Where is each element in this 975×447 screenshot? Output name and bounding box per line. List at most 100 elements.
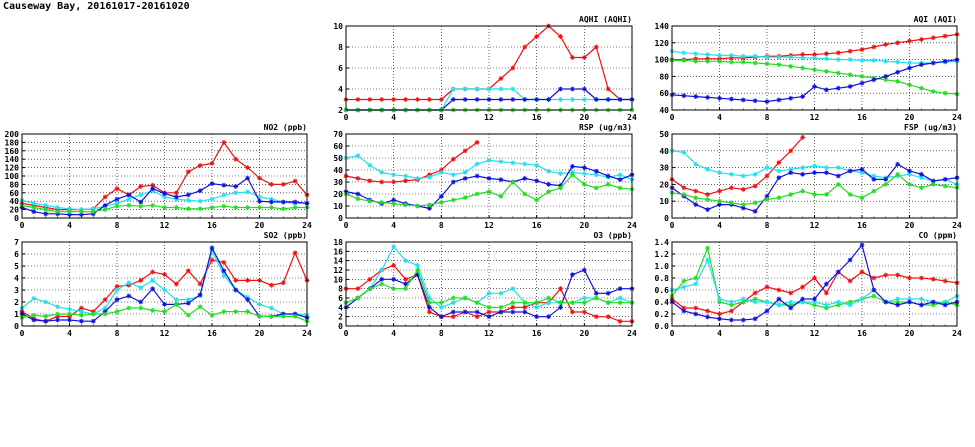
data-point xyxy=(895,59,901,65)
data-point xyxy=(776,296,782,302)
data-point xyxy=(280,206,286,212)
data-point xyxy=(546,300,551,306)
data-point xyxy=(871,287,877,293)
data-point xyxy=(522,44,528,50)
data-point xyxy=(895,69,901,75)
data-point xyxy=(812,163,817,169)
data-point xyxy=(812,296,817,302)
data-point xyxy=(462,195,468,200)
data-point xyxy=(245,309,251,314)
data-point xyxy=(67,306,72,312)
data-point xyxy=(450,309,456,315)
data-point xyxy=(918,85,924,91)
data-point xyxy=(788,192,794,197)
chart-title: CO (ppm) xyxy=(918,231,957,240)
data-point xyxy=(221,140,227,145)
data-point xyxy=(693,202,699,207)
data-point xyxy=(498,304,504,310)
y-tick-label: 2 xyxy=(14,298,19,307)
data-point xyxy=(728,185,734,191)
data-point xyxy=(859,58,865,63)
data-point xyxy=(681,305,687,311)
data-point xyxy=(570,300,575,306)
data-point xyxy=(498,194,504,199)
series-blue xyxy=(669,161,960,214)
data-point xyxy=(895,79,901,84)
data-point xyxy=(534,34,540,39)
chart-panel-rsp: 0 10 20 30 40 50 60 70 0 4 8 12 16 20 24 RSP (ug/m3) xyxy=(333,123,637,230)
data-point xyxy=(474,86,480,92)
data-point xyxy=(379,200,385,205)
data-point xyxy=(257,302,262,307)
data-point xyxy=(776,287,782,293)
data-point xyxy=(740,97,746,103)
y-tick-label: 80 xyxy=(659,72,669,81)
data-point xyxy=(43,314,49,319)
y-tick-label: 30 xyxy=(333,178,343,187)
data-point xyxy=(367,162,373,168)
data-point xyxy=(403,286,408,292)
data-point xyxy=(474,173,480,179)
x-tick-label: 20 xyxy=(905,113,915,122)
data-point xyxy=(138,299,144,305)
data-point xyxy=(681,93,687,99)
series-green xyxy=(19,203,310,215)
x-tick-label: 8 xyxy=(439,329,444,338)
data-point xyxy=(268,305,274,311)
data-point xyxy=(462,309,468,315)
data-point xyxy=(546,182,551,187)
data-point xyxy=(391,97,397,102)
data-point xyxy=(102,311,108,317)
plot-frame xyxy=(345,241,633,327)
data-point xyxy=(605,300,611,306)
data-point xyxy=(197,188,203,194)
data-point xyxy=(617,295,623,301)
data-point xyxy=(438,200,444,205)
data-point xyxy=(859,242,865,248)
data-point xyxy=(800,165,806,170)
data-point xyxy=(717,198,722,204)
data-point xyxy=(486,176,492,181)
data-point xyxy=(379,97,385,102)
data-point xyxy=(245,189,251,195)
data-point xyxy=(728,53,734,58)
x-tick-label: 20 xyxy=(580,113,590,122)
data-point xyxy=(114,309,120,314)
data-point xyxy=(812,55,817,61)
data-point xyxy=(90,209,96,215)
data-point xyxy=(752,171,758,177)
data-point xyxy=(752,299,758,305)
data-point xyxy=(871,77,877,83)
data-point xyxy=(55,209,61,215)
y-tick-label: 0.4 xyxy=(655,298,670,307)
data-point xyxy=(438,300,444,306)
data-point xyxy=(534,197,540,203)
data-point xyxy=(474,300,480,306)
data-point xyxy=(474,140,480,145)
data-point xyxy=(717,316,722,322)
data-point xyxy=(102,207,108,212)
data-point xyxy=(438,314,444,320)
data-point xyxy=(823,281,829,287)
data-point xyxy=(740,173,746,179)
data-point xyxy=(693,311,699,317)
data-point xyxy=(681,284,687,290)
data-point xyxy=(847,302,853,308)
data-point xyxy=(788,305,794,311)
data-point xyxy=(292,178,298,184)
data-point xyxy=(162,205,167,210)
x-tick-label: 8 xyxy=(115,329,120,338)
data-point xyxy=(752,98,758,104)
y-tick-label: 10 xyxy=(333,275,343,284)
data-point xyxy=(895,302,901,308)
data-point xyxy=(391,276,397,282)
data-point xyxy=(292,205,298,210)
data-point xyxy=(593,44,599,50)
data-point xyxy=(693,281,699,287)
data-point xyxy=(788,95,794,101)
data-point xyxy=(907,299,912,305)
chart-title: O3 (ppb) xyxy=(593,231,632,240)
y-tick-label: 50 xyxy=(659,130,669,139)
x-tick-label: 16 xyxy=(857,329,867,338)
x-tick-label: 0 xyxy=(344,329,349,338)
